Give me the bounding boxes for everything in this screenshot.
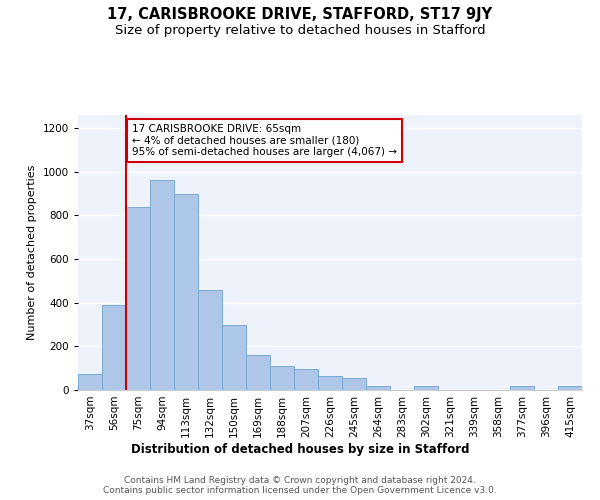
Bar [198, 290, 222, 390]
Text: Contains HM Land Registry data © Crown copyright and database right 2024.
Contai: Contains HM Land Registry data © Crown c… [103, 476, 497, 495]
Y-axis label: Number of detached properties: Number of detached properties [27, 165, 37, 340]
Bar [174, 194, 198, 390]
Bar [78, 374, 102, 390]
Bar [222, 324, 246, 390]
Bar [150, 180, 174, 390]
Bar [366, 386, 390, 390]
Bar [510, 386, 534, 390]
Bar [270, 366, 294, 390]
Text: Distribution of detached houses by size in Stafford: Distribution of detached houses by size … [131, 442, 469, 456]
Bar [342, 378, 366, 390]
Bar [246, 355, 270, 390]
Bar [126, 206, 150, 390]
Bar [294, 370, 318, 390]
Bar [414, 386, 438, 390]
Text: 17, CARISBROOKE DRIVE, STAFFORD, ST17 9JY: 17, CARISBROOKE DRIVE, STAFFORD, ST17 9J… [107, 8, 493, 22]
Bar [102, 305, 126, 390]
Bar [318, 376, 342, 390]
Text: 17 CARISBROOKE DRIVE: 65sqm
← 4% of detached houses are smaller (180)
95% of sem: 17 CARISBROOKE DRIVE: 65sqm ← 4% of deta… [132, 124, 397, 157]
Bar [558, 386, 582, 390]
Text: Size of property relative to detached houses in Stafford: Size of property relative to detached ho… [115, 24, 485, 37]
